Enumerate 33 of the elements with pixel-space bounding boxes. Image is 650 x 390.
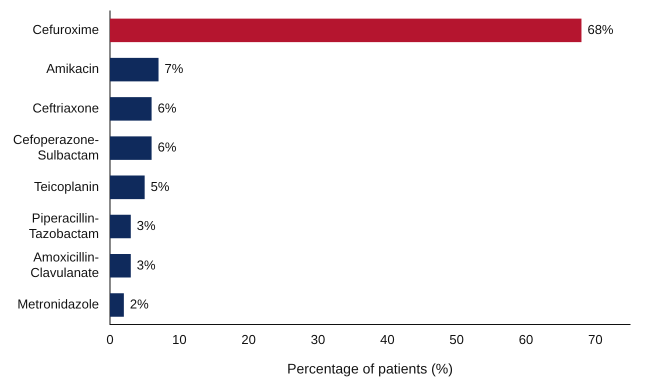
x-axis-title: Percentage of patients (%) <box>287 360 453 376</box>
y-tick-label: Cefoperazone-Sulbactam <box>13 132 99 162</box>
bar <box>110 176 145 200</box>
bar <box>110 97 152 121</box>
y-tick-label: Cefuroxime <box>32 22 99 37</box>
x-tick-label: 20 <box>241 332 256 347</box>
data-label: 6% <box>158 140 177 155</box>
bar <box>110 254 131 278</box>
data-label: 7% <box>164 61 184 76</box>
x-tick-label: 10 <box>172 332 187 347</box>
bar <box>110 136 152 160</box>
y-tick-label: Amikacin <box>46 61 99 76</box>
bar <box>110 18 582 42</box>
data-label: 6% <box>158 100 177 116</box>
x-tick-label: 70 <box>588 332 603 347</box>
x-tick-label: 0 <box>106 332 114 347</box>
y-tick-label: Teicoplanin <box>34 178 99 194</box>
bar <box>110 293 124 317</box>
y-tick-label: Piperacillin-Tazobactam <box>28 210 99 241</box>
x-tick-label: 30 <box>310 332 326 347</box>
bar <box>110 58 159 82</box>
data-label: 2% <box>130 296 150 312</box>
x-tick-label: 50 <box>449 332 464 347</box>
y-tick-label: Amoxicillin-Clavulanate <box>30 250 99 280</box>
data-label: 3% <box>136 218 156 234</box>
x-tick-label: 40 <box>380 332 395 347</box>
data-label: 68% <box>587 22 614 37</box>
y-tick-label: Ceftriaxone <box>32 100 99 116</box>
data-label: 3% <box>136 257 156 272</box>
x-tick-label: 60 <box>518 332 534 347</box>
bar <box>110 214 131 238</box>
data-label: 5% <box>150 178 170 194</box>
y-tick-label: Metronidazole <box>17 296 99 312</box>
